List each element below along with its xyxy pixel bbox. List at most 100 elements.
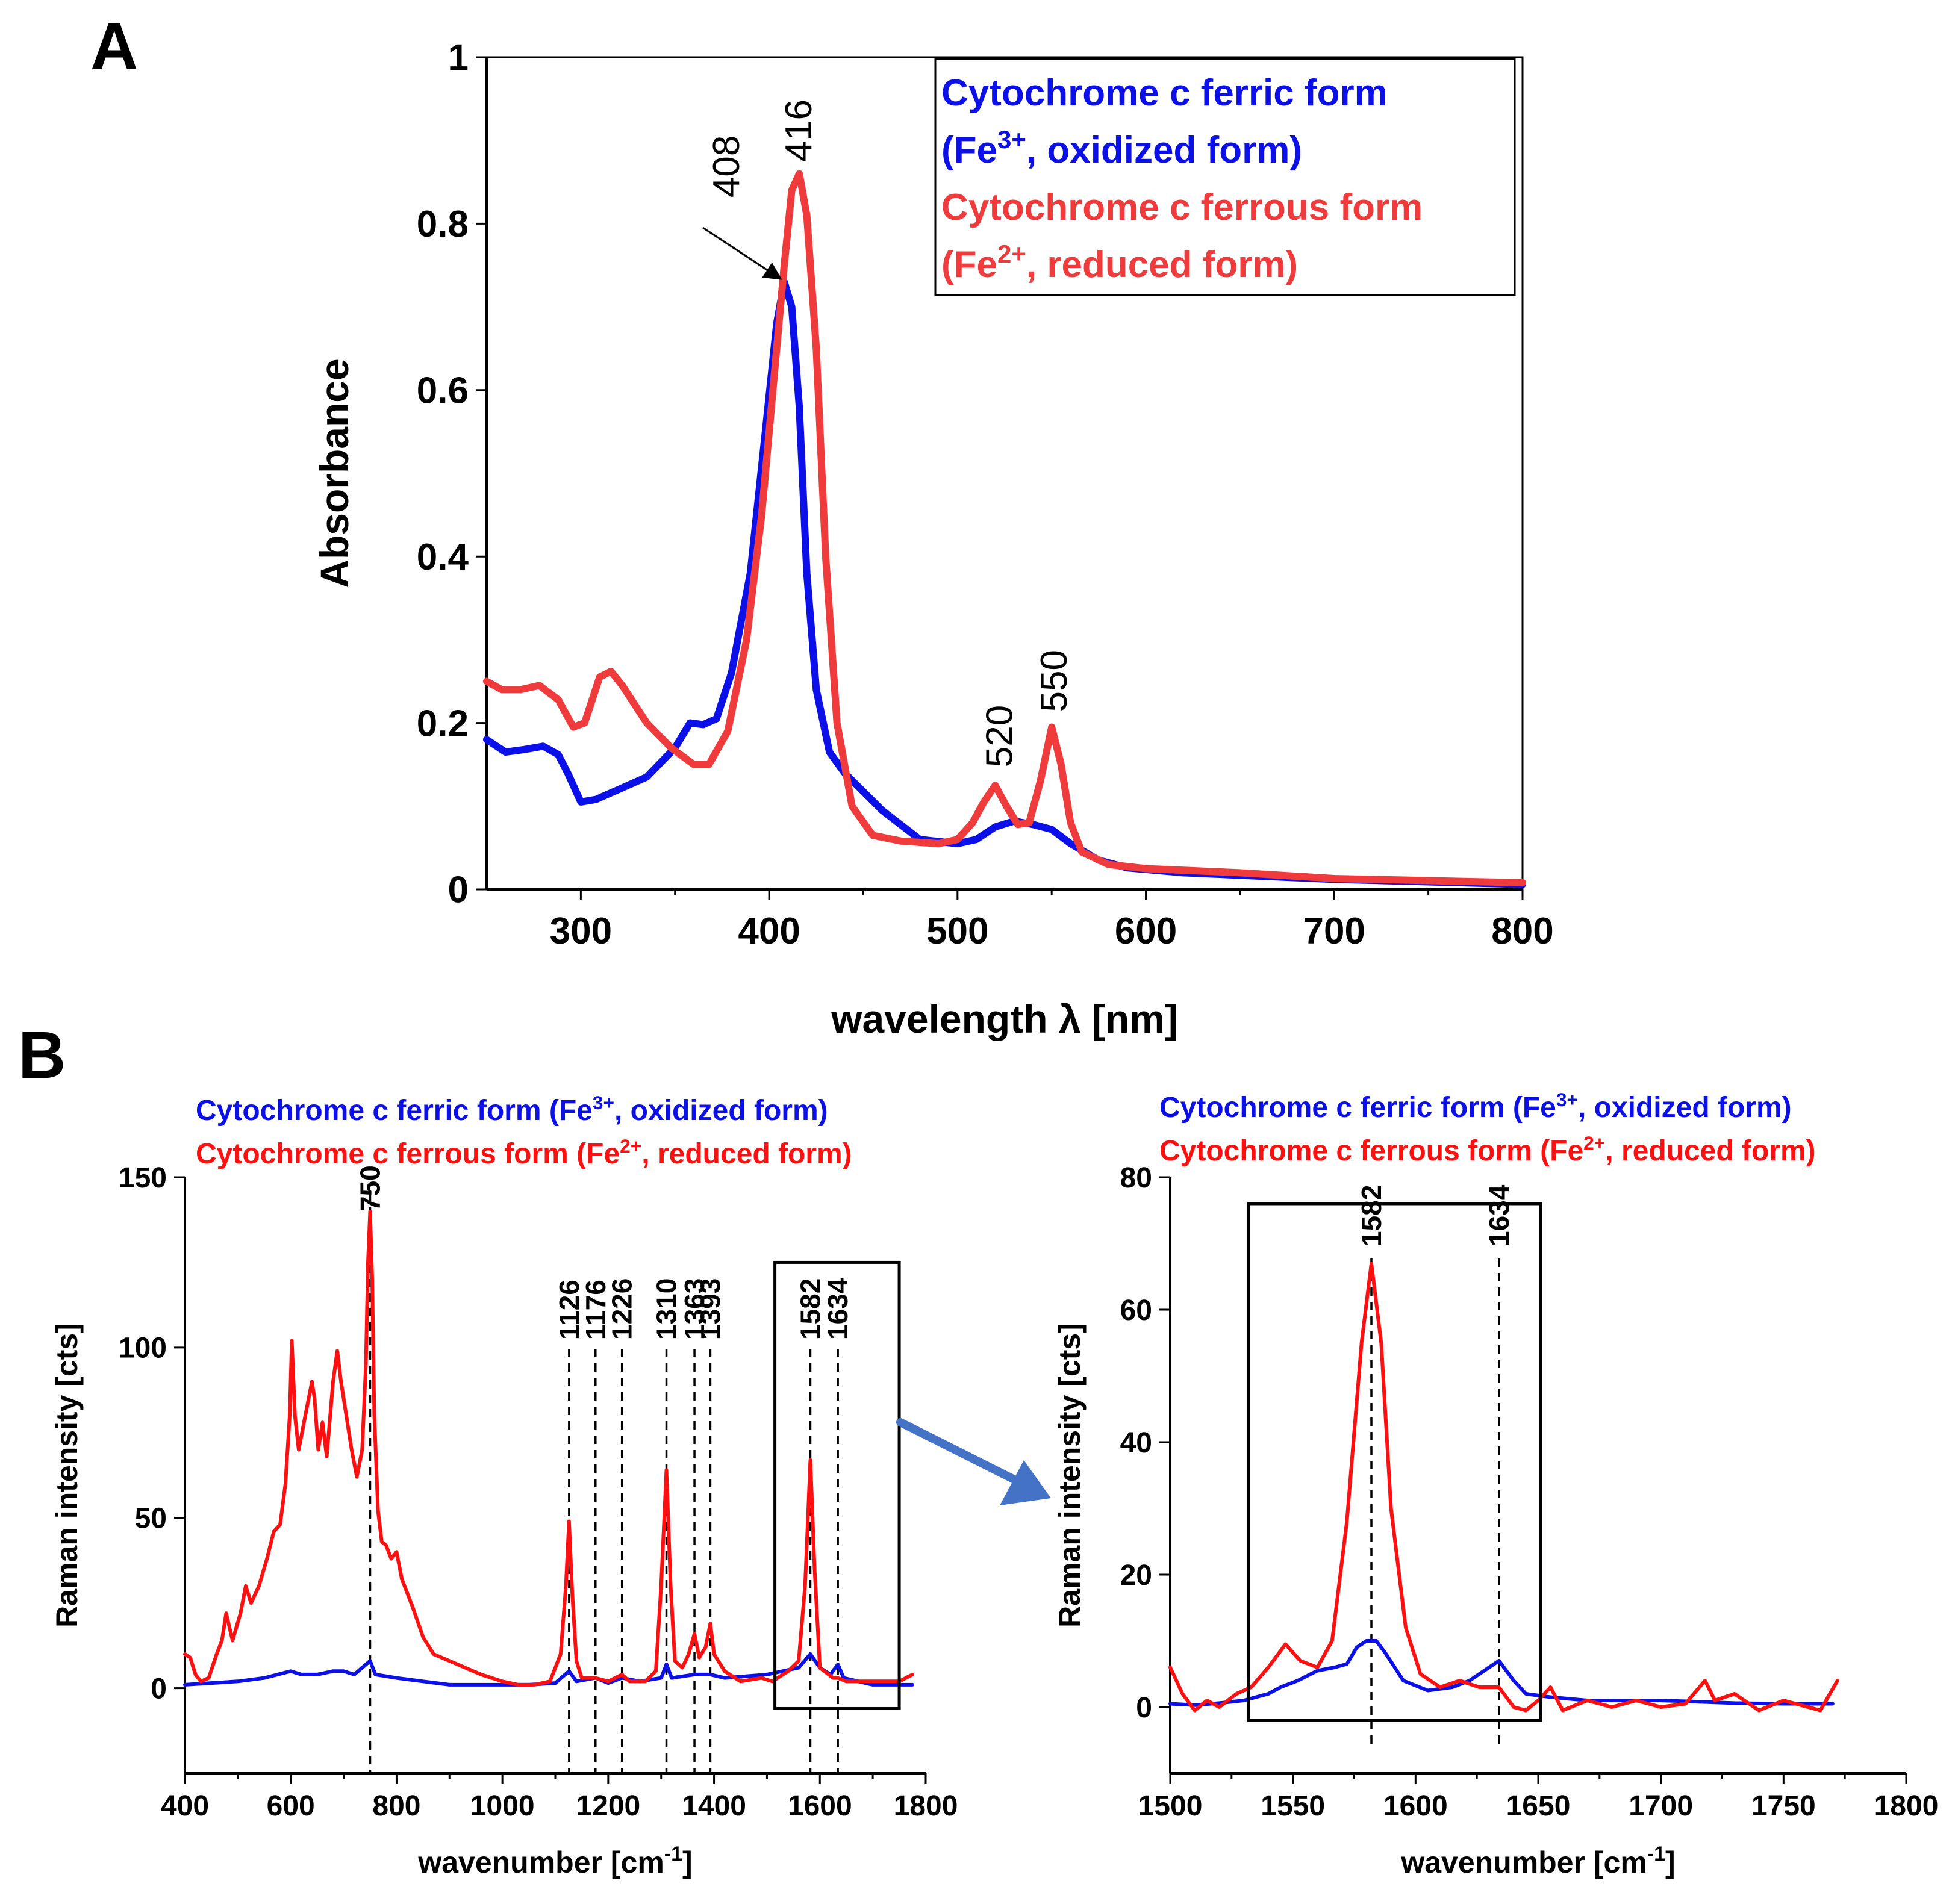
peak-label-416: 416 [778,99,820,161]
y-tick-label: 0.8 [417,204,469,245]
legend-ferric-sup: 3+ [593,1092,614,1113]
peak-label-550: 550 [1034,650,1075,712]
x-tick-label: 1600 [1383,1790,1448,1822]
x-axis-label-sup: -1 [1647,1843,1665,1865]
peak-label-1363: 1363 [679,1278,710,1340]
peak-label-520: 520 [979,705,1020,767]
y-tick-label: 0 [151,1673,167,1705]
x-tick-label: 400 [161,1790,209,1822]
raman-full-chart: 400 600 800 1000 1200 1400 1600 1800 0 50 100 150 75… [50,1092,958,1879]
peak-label-1582: 1582 [794,1278,826,1340]
y-tick-label: 20 [1120,1560,1152,1591]
legend-ferrous-sup: 2+ [1583,1132,1605,1154]
y-tick-label: 0.2 [417,703,469,744]
legend-ferric: Cytochrome c ferric form (Fe3+, oxidized… [196,1092,828,1127]
zoom-arrow-head [1000,1460,1051,1505]
legend-ferrous: Cytochrome c ferrous form (Fe2+, reduced… [1159,1132,1816,1167]
series-ferric-line [183,1652,914,1687]
x-axis-label-post: ] [682,1846,693,1879]
x-tick-label: 700 [1303,910,1365,952]
x-tick-label: 1500 [1138,1790,1203,1822]
y-tick-label: 0.6 [417,370,469,412]
x-axis-label: wavenumber [cm-1] [417,1843,692,1879]
peak-label-750: 750 [355,1165,386,1212]
legend-line2-post: , oxidized form) [1026,129,1302,171]
legend-ferric-pre: Cytochrome c ferric form (Fe [1159,1092,1556,1124]
zoom-region-box [773,1260,901,1711]
y-tick-label: 0 [1136,1692,1152,1724]
y-tick-label: 80 [1120,1162,1152,1194]
x-axis-label-pre: wavenumber [cm [417,1846,664,1879]
x-tick-label: 1600 [788,1790,852,1822]
legend-ferric-pre: Cytochrome c ferric form (Fe [196,1095,593,1127]
legend-ferrous-pre: Cytochrome c ferrous form (Fe [196,1138,620,1170]
peak-label-1126: 1126 [553,1280,585,1340]
arrow-408 [702,226,782,280]
peak-label-1582: 1582 [1356,1185,1387,1246]
x-tick-label: 600 [267,1790,315,1822]
y-tick-label: 100 [119,1333,167,1364]
y-axis-label: Raman intensity [cts] [50,1323,84,1628]
legend-ferric-line1: Cytochrome c ferric form [941,72,1388,114]
legend-ferrous: Cytochrome c ferrous form (Fe2+, reduced… [196,1135,852,1170]
x-tick-label: 1550 [1261,1790,1325,1822]
x-axis-label-post: ] [1665,1846,1676,1879]
absorbance-chart: 300 400 500 600 700 800 0 0.2 0.4 0.6 0.8 1 waveleng… [312,37,1554,1041]
raman-zoom-chart: 1500 1550 1600 1650 1700 1750 1800 0 20 40 60 80 158… [1053,1089,1938,1879]
legend-ferric-post: , oxidized form) [1578,1092,1792,1124]
x-tick-label: 1800 [1874,1790,1939,1822]
legend-ferric-post: , oxidized form) [614,1095,828,1127]
legend-ferrous-post: , reduced form) [641,1138,852,1170]
zoom-arrow [896,1418,1051,1505]
zoom-arrow-shaft [896,1418,1022,1486]
peak-label-1393: 1393 [694,1278,726,1340]
legend-line2-sup: 3+ [997,125,1026,154]
series-ferrous-line [1168,1262,1839,1713]
legend-ferric-line2: (Fe3+, oxidized form) [941,125,1302,171]
x-axis-label-pre: wavenumber [cm [1400,1846,1647,1879]
x-tick-label: 800 [1491,910,1553,952]
peak-label-1634: 1634 [822,1278,853,1340]
legend-ferrous-pre: Cytochrome c ferrous form (Fe [1159,1135,1583,1167]
x-tick-label: 300 [550,910,612,952]
legend-ferrous-sup: 2+ [620,1135,641,1157]
panel-label-b: B [18,1018,66,1092]
peak-label-1176: 1176 [580,1280,611,1340]
x-tick-label: 1800 [894,1790,958,1822]
peak-label-1226: 1226 [606,1278,638,1340]
legend-line2-pre: (Fe [941,129,997,171]
legend-ferrous-post: , reduced form) [1605,1135,1815,1167]
plot-area [1170,1177,1906,1773]
x-tick-label: 1200 [576,1790,640,1822]
legend-line2-pre: (Fe [941,244,997,285]
zoom-region-box [1247,1202,1542,1722]
series-ferric-line [483,278,1526,888]
y-axis-label: Raman intensity [cts] [1053,1323,1087,1628]
legend-ferric: Cytochrome c ferric form (Fe3+, oxidized… [1159,1089,1792,1124]
panel-label-a: A [90,10,138,84]
peak-label-1310: 1310 [651,1278,682,1340]
peak-label-408: 408 [706,135,747,198]
x-axis-label: wavenumber [cm-1] [1400,1843,1675,1879]
x-tick-label: 400 [738,910,800,952]
x-tick-label: 1400 [682,1790,746,1822]
x-tick-label: 1650 [1506,1790,1571,1822]
legend-line2-post: , reduced form) [1026,244,1298,285]
y-tick-label: 50 [135,1503,167,1535]
series-ferric-line [1168,1639,1835,1707]
series-ferrous-line [483,170,1526,886]
y-tick-label: 1 [448,37,469,79]
series-ferrous-line [183,1209,914,1687]
y-tick-label: 0.4 [417,537,469,578]
y-tick-label: 60 [1120,1295,1152,1327]
y-tick-label: 150 [119,1162,167,1194]
y-tick-label: 0 [448,870,469,911]
legend-ferrous-line1: Cytochrome c ferrous form [941,187,1423,228]
legend-line2-sup: 2+ [997,240,1026,268]
peak-label-1634: 1634 [1483,1184,1515,1246]
x-axis-label: wavelength λ [nm] [831,997,1178,1041]
x-tick-label: 500 [926,910,988,952]
x-tick-label: 800 [372,1790,420,1822]
legend-box [934,58,1516,296]
